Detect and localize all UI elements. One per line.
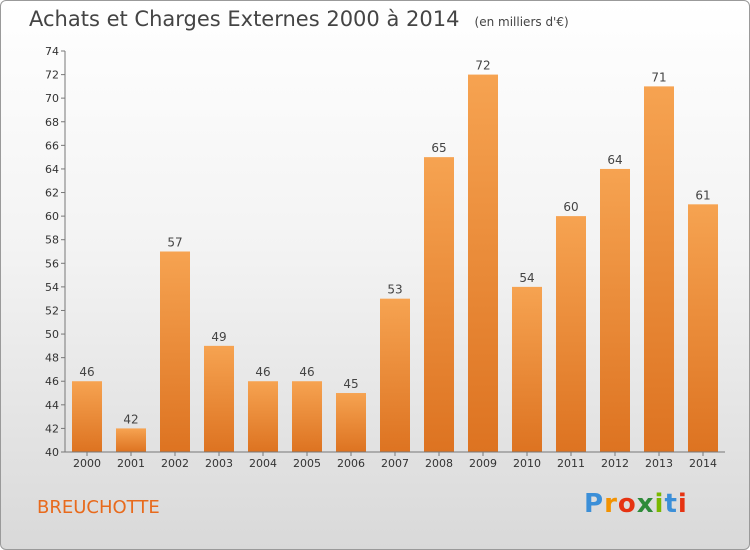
bar-2004 [248,381,278,452]
x-tick-label-2000: 2000 [73,457,101,470]
y-tick-label-50: 50 [45,328,59,341]
data-label-2004: 46 [255,365,270,379]
data-label-2014: 61 [695,188,710,202]
data-label-2009: 72 [475,59,490,73]
chart-title: Achats et Charges Externes 2000 à 2014 [29,7,460,31]
data-label-2010: 54 [519,271,534,285]
y-tick-label-58: 58 [45,234,59,247]
y-tick-label-72: 72 [45,69,59,82]
y-tick-label-56: 56 [45,257,59,270]
logo-letter: i [677,489,688,519]
y-tick-label-40: 40 [45,446,59,459]
data-label-2011: 60 [563,200,578,214]
data-label-2001: 42 [123,412,138,426]
data-label-2013: 71 [651,70,666,84]
x-tick-label-2014: 2014 [689,457,717,470]
title-row: Achats et Charges Externes 2000 à 2014 (… [29,7,569,31]
y-tick-label-64: 64 [45,163,59,176]
x-tick-label-2013: 2013 [645,457,673,470]
bars-layer: 46 42 57 49 46 46 45 53 65 72 54 60 64 71 61 [72,59,718,453]
y-tick-label-62: 62 [45,187,59,200]
logo-letter: x [636,489,655,519]
bar-2009 [468,74,498,453]
x-tick-label-2006: 2006 [337,457,365,470]
logo-letter: P [584,489,605,519]
logo-letter: r [604,489,618,519]
y-tick-label-68: 68 [45,116,59,129]
bar-2002 [160,251,190,452]
x-tick-label-2009: 2009 [469,457,497,470]
bar-2001 [116,428,146,452]
bar-2008 [424,157,454,452]
data-label-2002: 57 [167,236,182,250]
x-tick-label-2008: 2008 [425,457,453,470]
y-tick-label-66: 66 [45,139,59,152]
data-label-2012: 64 [607,153,622,167]
data-label-2007: 53 [387,283,402,297]
bar-2012 [600,168,630,453]
bar-2013 [644,86,674,452]
bar-2007 [380,298,410,452]
bar-2006 [336,393,366,452]
data-label-2008: 65 [431,141,446,155]
bar-2005 [292,381,322,452]
bar-2011 [556,216,586,452]
bar-2014 [688,204,718,452]
bar-2010 [512,286,542,452]
proxiti-logo: Proxiti [584,489,688,519]
chart-unit: (en milliers d'€) [474,15,569,29]
y-tick-label-54: 54 [45,281,59,294]
data-label-2005: 46 [299,365,314,379]
x-tick-label-2004: 2004 [249,457,277,470]
logo-letter: t [664,489,678,519]
y-tick-label-48: 48 [45,352,59,365]
x-tick-label-2007: 2007 [381,457,409,470]
data-label-2006: 45 [343,377,358,391]
bar-2003 [204,345,234,452]
axes-layer: 2000 2001 2002 2003 2004 2005 2006 2007 2008 2009… [45,45,725,470]
data-label-2003: 49 [211,330,226,344]
logo-letter: o [617,489,637,519]
data-label-2000: 46 [79,365,94,379]
y-tick-label-70: 70 [45,92,59,105]
x-tick-label-2012: 2012 [601,457,629,470]
y-tick-label-60: 60 [45,210,59,223]
commune-name: BREUCHOTTE [37,497,160,518]
y-tick-label-74: 74 [45,45,59,58]
y-tick-label-46: 46 [45,375,59,388]
x-tick-label-2005: 2005 [293,457,321,470]
logo-letter: i [654,489,665,519]
bar-2000 [72,381,102,452]
x-tick-label-2003: 2003 [205,457,233,470]
x-tick-label-2002: 2002 [161,457,189,470]
y-tick-label-52: 52 [45,304,59,317]
x-tick-label-2001: 2001 [117,457,145,470]
y-tick-label-42: 42 [45,422,59,435]
x-tick-label-2011: 2011 [557,457,585,470]
x-tick-label-2010: 2010 [513,457,541,470]
y-tick-label-44: 44 [45,399,59,412]
